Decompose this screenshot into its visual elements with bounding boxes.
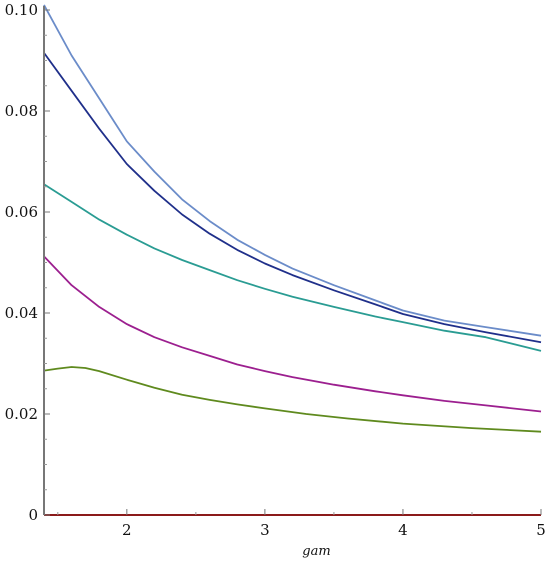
y-tick-label: 0.04 <box>5 304 38 322</box>
x-tick-label: 3 <box>260 521 270 539</box>
x-tick-label: 2 <box>122 521 132 539</box>
series-line-3 <box>43 183 542 352</box>
y-tick-label: 0.10 <box>5 1 38 19</box>
series-lines <box>43 4 542 516</box>
x-axis-label: gam <box>302 544 330 559</box>
y-tick-label: 0.06 <box>5 203 38 221</box>
y-tick-label: 0.02 <box>5 405 38 423</box>
series-line-5 <box>43 366 542 433</box>
x-axis-ticks: 2 3 4 5 <box>57 509 546 539</box>
series-line-4 <box>43 255 542 413</box>
series-line-1 <box>43 4 542 337</box>
x-tick-label: 4 <box>398 521 408 539</box>
y-tick-label: 0.08 <box>5 102 38 120</box>
series-line-2 <box>43 52 542 344</box>
y-axis-ticks: 0 0.02 0.04 0.06 0.08 0.10 <box>5 1 50 524</box>
x-tick-label: 5 <box>536 521 546 539</box>
y-tick-label: 0 <box>28 506 38 524</box>
